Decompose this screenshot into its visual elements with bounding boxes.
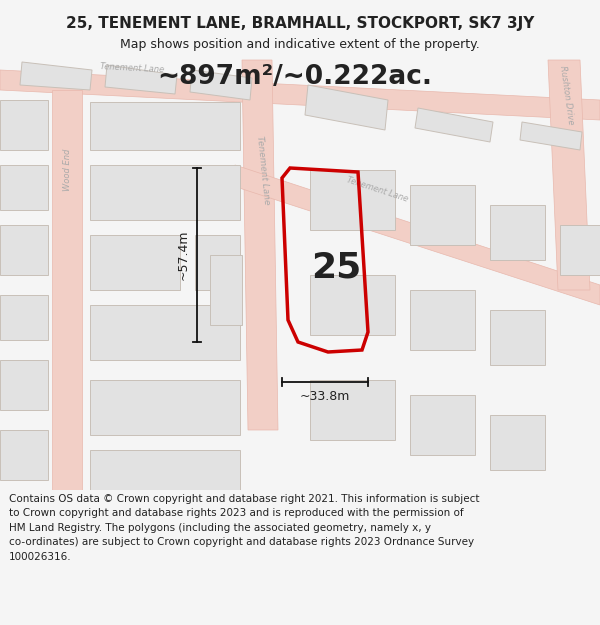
Polygon shape	[410, 290, 475, 350]
Polygon shape	[410, 185, 475, 245]
Polygon shape	[310, 170, 395, 230]
Polygon shape	[548, 60, 590, 290]
Polygon shape	[242, 60, 278, 430]
Polygon shape	[310, 275, 395, 335]
Polygon shape	[0, 360, 48, 410]
Polygon shape	[0, 165, 48, 210]
Polygon shape	[105, 65, 177, 94]
Text: Tenement Lane: Tenement Lane	[100, 62, 164, 74]
Polygon shape	[52, 90, 82, 490]
Polygon shape	[490, 205, 545, 260]
Text: Rushton Drive: Rushton Drive	[559, 65, 575, 125]
Text: 25: 25	[311, 251, 361, 285]
Polygon shape	[190, 70, 252, 100]
Polygon shape	[90, 102, 240, 150]
Polygon shape	[20, 62, 92, 90]
Polygon shape	[410, 395, 475, 455]
Polygon shape	[90, 450, 240, 490]
Polygon shape	[90, 380, 240, 435]
Text: Wood End: Wood End	[62, 149, 71, 191]
Polygon shape	[0, 225, 48, 275]
Polygon shape	[210, 255, 242, 325]
Text: Contains OS data © Crown copyright and database right 2021. This information is : Contains OS data © Crown copyright and d…	[9, 494, 479, 562]
Polygon shape	[415, 108, 493, 142]
Text: ~33.8m: ~33.8m	[300, 390, 350, 403]
Text: ~57.4m: ~57.4m	[177, 230, 190, 280]
Polygon shape	[305, 85, 388, 130]
Polygon shape	[90, 235, 180, 290]
Polygon shape	[490, 415, 545, 470]
Polygon shape	[490, 310, 545, 365]
Polygon shape	[90, 165, 240, 220]
Polygon shape	[520, 122, 582, 150]
Polygon shape	[0, 70, 600, 120]
Text: ~897m²/~0.222ac.: ~897m²/~0.222ac.	[157, 64, 433, 90]
Text: Tenement Lane: Tenement Lane	[345, 175, 409, 203]
Polygon shape	[90, 305, 240, 360]
Polygon shape	[0, 100, 48, 150]
Text: 25, TENEMENT LANE, BRAMHALL, STOCKPORT, SK7 3JY: 25, TENEMENT LANE, BRAMHALL, STOCKPORT, …	[66, 16, 534, 31]
Polygon shape	[560, 225, 600, 275]
Text: Tenement Lane: Tenement Lane	[255, 135, 271, 205]
Polygon shape	[0, 295, 48, 340]
Text: Map shows position and indicative extent of the property.: Map shows position and indicative extent…	[120, 38, 480, 51]
Polygon shape	[230, 165, 600, 305]
Polygon shape	[310, 380, 395, 440]
Polygon shape	[0, 430, 48, 480]
Polygon shape	[195, 235, 240, 290]
